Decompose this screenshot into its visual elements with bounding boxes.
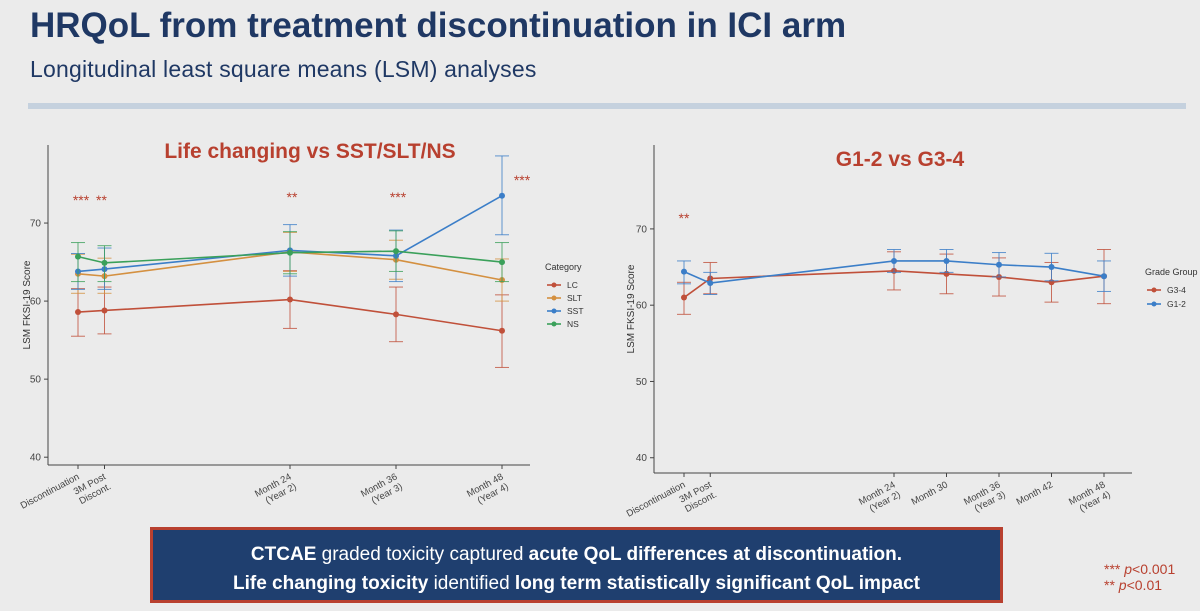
point-ns — [101, 259, 108, 266]
callout-text-1: graded toxicity captured — [316, 544, 529, 565]
point-g3-4 — [681, 294, 687, 301]
point-lc — [499, 327, 505, 334]
point-lc — [287, 296, 293, 303]
legend-swatch-point-slt — [551, 295, 557, 301]
x-tick-label: Month 36(Year 3) — [359, 471, 404, 509]
y-tick-label: 70 — [30, 219, 42, 230]
legend-swatch-point-lc — [551, 282, 557, 288]
point-g1-2 — [943, 257, 950, 264]
legend-label-ns: NS — [567, 319, 579, 329]
x-tick-label: Discontinuation — [19, 471, 82, 511]
significance-legend: *** p<0.001 ** p<0.01 — [1104, 561, 1175, 593]
chart-life-changing: Life changing vs SST/SLT/NS LSM FKSI-19 S… — [19, 140, 584, 512]
x-tick-label: Month 48(Year 4) — [1067, 479, 1112, 517]
legend-title: Grade Group — [1145, 267, 1198, 277]
y-axis-label: LSM FKSI-19 Score — [22, 260, 33, 349]
chart-grade-group: G1-2 vs G3-4 LSM FKSI-19 Score 40 50 60 70 Dis… — [625, 145, 1198, 520]
legend-title: Category — [545, 262, 582, 272]
y-tick-label: 60 — [30, 297, 42, 308]
significance-marker: ** — [679, 210, 690, 226]
y-tick-label: 40 — [636, 453, 648, 464]
legend-swatch-point-sst — [551, 308, 557, 314]
callout-line-2: Life changing toxicity identified long t… — [153, 569, 1000, 598]
point-lc — [101, 307, 108, 314]
chart-title: G1-2 vs G3-4 — [836, 148, 965, 171]
title-divider — [28, 103, 1186, 109]
point-ns — [393, 248, 399, 255]
significance-marker: ** — [96, 192, 107, 208]
x-tick-label: Month 24(Year 2) — [857, 479, 902, 517]
callout-life-changing: Life changing toxicity — [232, 573, 429, 594]
point-ns — [287, 249, 293, 256]
point-ns — [75, 253, 81, 260]
legend-label-g3-4: G3-4 — [1167, 285, 1186, 295]
x-tick-label: Month 36(Year 3) — [962, 479, 1007, 517]
chart-title: Life changing vs SST/SLT/NS — [164, 140, 455, 163]
slide-title: HRQoL from treatment discontinuation in … — [30, 6, 847, 45]
legend-label-g1-2: G1-2 — [1167, 299, 1186, 309]
point-g1-2 — [681, 268, 687, 275]
y-tick-label: 60 — [636, 301, 648, 312]
x-tick-label: Month 48(Year 4) — [465, 471, 510, 509]
significance-marker: *** — [73, 192, 90, 208]
point-lc — [393, 311, 399, 318]
significance-marker: *** — [514, 172, 531, 188]
callout-line-1: CTCAE graded toxicity captured acute QoL… — [153, 540, 1000, 569]
y-tick-label: 50 — [636, 377, 648, 388]
y-tick-label: 50 — [30, 375, 42, 386]
point-lc — [75, 309, 81, 316]
point-g1-2 — [1048, 264, 1055, 271]
legend-label-sst: SST — [567, 306, 584, 316]
legend-swatch-point-ns — [551, 321, 557, 327]
legend-swatch-point-g3-4 — [1151, 287, 1157, 293]
slide-subtitle: Longitudinal least square means (LSM) an… — [30, 56, 537, 82]
x-tick-label: Month 30 — [910, 479, 950, 507]
x-tick-label: Month 24(Year 2) — [253, 471, 298, 509]
point-g1-2 — [996, 261, 1002, 268]
significance-001: *** p<0.001 — [1104, 561, 1176, 577]
callout-long-term: long term statistically significant QoL … — [514, 573, 920, 594]
callout-ctcae: CTCAE — [250, 544, 317, 565]
x-tick-label: Discontinuation — [625, 479, 688, 519]
significance-01: ** p<0.01 — [1104, 577, 1163, 593]
y-tick-label: 40 — [30, 453, 42, 464]
point-g1-2 — [1101, 273, 1107, 280]
point-g1-2 — [707, 280, 714, 287]
significance-marker: *** — [390, 189, 407, 205]
key-findings-callout: CTCAE graded toxicity captured acute QoL… — [150, 527, 1003, 603]
y-axis-label: LSM FKSI-19 Score — [626, 264, 637, 353]
point-g1-2 — [891, 257, 897, 264]
callout-acute: acute QoL differences at discontinuation… — [528, 544, 903, 565]
callout-text-2: identified — [428, 573, 515, 594]
significance-marker: ** — [287, 189, 298, 205]
legend-label-slt: SLT — [567, 293, 582, 303]
legend-label-lc: LC — [567, 280, 578, 290]
point-ns — [499, 259, 505, 266]
x-tick-label: Month 42 — [1015, 479, 1055, 507]
point-sst — [499, 192, 505, 199]
y-tick-label: 70 — [636, 224, 648, 235]
legend-swatch-point-g1-2 — [1151, 301, 1157, 307]
